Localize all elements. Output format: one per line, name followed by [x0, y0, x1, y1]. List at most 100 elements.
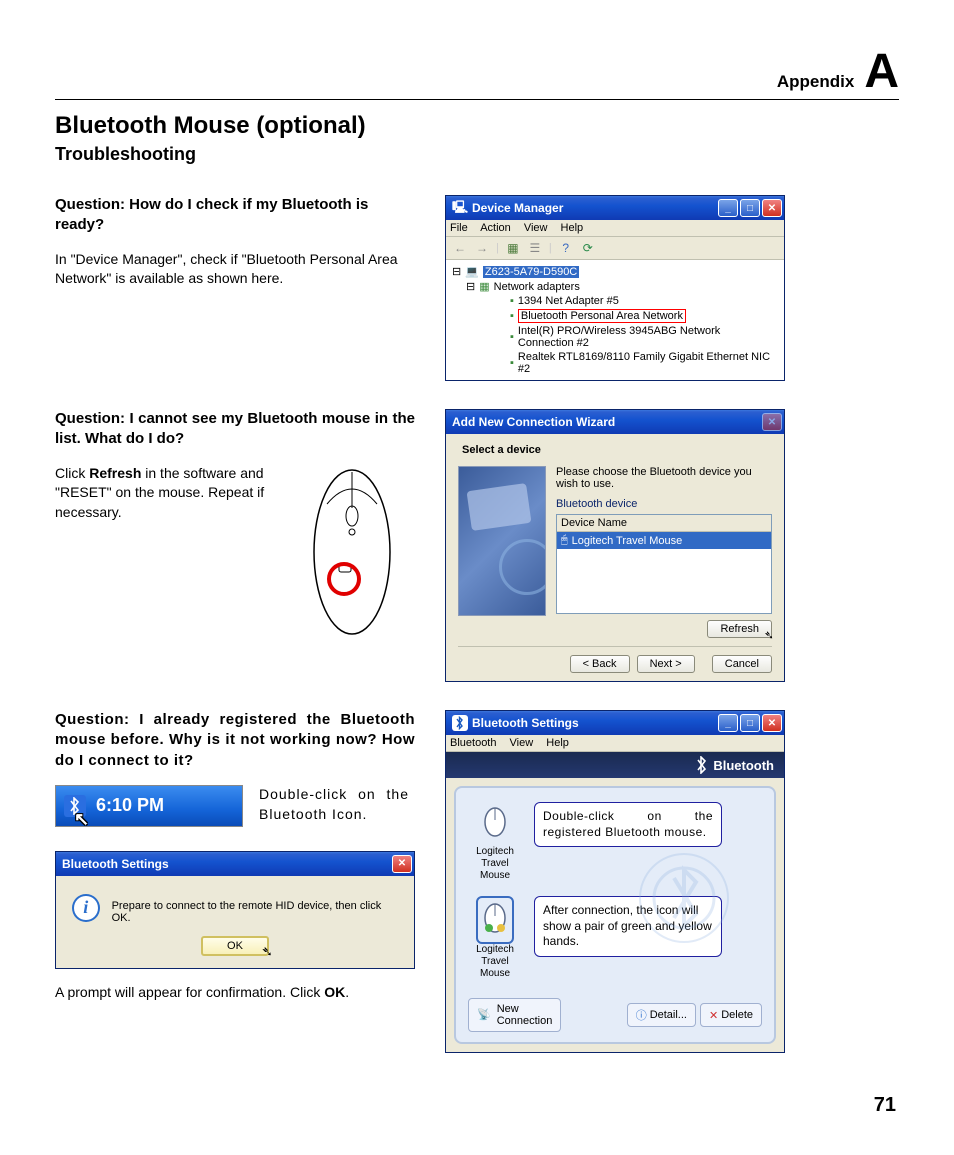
q3-row: Question: I already registered the Bluet… — [55, 710, 899, 1053]
wizard-sidebar-image — [458, 466, 546, 616]
device-manager-window: 🖳 Device Manager _ □ ✕ File Action View … — [445, 195, 785, 381]
q2-pre: Click — [55, 465, 89, 481]
minimize-button[interactable]: _ — [718, 199, 738, 217]
appendix-label: Appendix — [777, 72, 854, 92]
delete-button[interactable]: ✕ Delete — [700, 1003, 762, 1027]
forward-icon[interactable]: → — [474, 240, 490, 256]
q1-row: Question: How do I check if my Bluetooth… — [55, 195, 899, 381]
cursor-icon: ➴ — [764, 628, 774, 642]
menu-bluetooth[interactable]: Bluetooth — [450, 737, 496, 749]
maximize-button[interactable]: □ — [740, 714, 760, 732]
refresh-icon[interactable]: ⟳ — [580, 240, 596, 256]
bt-dialog-message: Prepare to connect to the remote HID dev… — [112, 894, 398, 924]
nic-icon: ▪ — [510, 331, 514, 343]
q2-answer: Click Refresh in the software and "RESET… — [55, 464, 295, 523]
bluetooth-brand-bar: Bluetooth — [446, 752, 784, 778]
mouse-connected-icon — [482, 902, 508, 934]
menu-help[interactable]: Help — [546, 737, 569, 749]
ok-button[interactable]: OK ➴ — [201, 936, 269, 956]
nic-icon: ▪ — [510, 357, 514, 369]
cursor-icon: ➴ — [261, 943, 273, 960]
pc-icon: 💻 — [465, 265, 479, 278]
mouse-diagram — [309, 464, 395, 640]
taskbar-screenshot: 6:10 PM ↖ — [55, 785, 243, 827]
device-list: Device Name 🖱 Logitech Travel Mouse — [556, 514, 772, 614]
connection-wizard-window: Add New Connection Wizard ✕ Select a dev… — [445, 409, 785, 682]
ok-label: OK — [227, 940, 243, 952]
close-button[interactable]: ✕ — [762, 413, 782, 431]
new-connection-label: New Connection — [497, 1003, 553, 1027]
adapter-bluetooth-pan[interactable]: Bluetooth Personal Area Network — [518, 309, 686, 323]
next-button[interactable]: Next > — [637, 655, 695, 673]
bluetooth-watermark-icon — [634, 848, 734, 948]
adapter-intel[interactable]: Intel(R) PRO/Wireless 3945ABG Network Co… — [518, 325, 778, 349]
delete-label: Delete — [721, 1009, 753, 1021]
page-title: Bluetooth Mouse (optional) — [55, 112, 899, 140]
help-icon[interactable]: ? — [558, 240, 574, 256]
info-icon: ⓘ — [636, 1007, 647, 1023]
q2-question: Question: I cannot see my Bluetooth mous… — [55, 409, 415, 450]
detail-button[interactable]: ⓘ Detail... — [627, 1003, 696, 1027]
new-connection-button[interactable]: 📡 New Connection — [468, 998, 561, 1032]
info-icon: i — [72, 894, 100, 922]
device-manager-menu: File Action View Help — [446, 220, 784, 237]
maximize-button[interactable]: □ — [740, 199, 760, 217]
tree-icon[interactable]: ▦ — [505, 240, 521, 256]
mouse-icon — [482, 806, 508, 838]
bluetooth-icon — [452, 715, 468, 731]
q2-row: Question: I cannot see my Bluetooth mous… — [55, 409, 899, 682]
menu-view[interactable]: View — [510, 737, 534, 749]
menu-action[interactable]: Action — [480, 222, 511, 234]
device-tree: ⊟💻Z623-5A79-D590C ⊟▦Network adapters ▪13… — [446, 260, 784, 380]
device-icon-selected[interactable]: Logitech Travel Mouse — [468, 896, 522, 980]
page-number: 71 — [874, 1094, 896, 1117]
detail-label: Detail... — [650, 1009, 687, 1021]
close-button[interactable]: ✕ — [762, 714, 782, 732]
cursor-icon: ↖ — [74, 809, 89, 830]
adapter-1394[interactable]: 1394 Net Adapter #5 — [518, 295, 619, 307]
q3-confirm-text: A prompt will appear for confirmation. C… — [55, 983, 415, 1003]
q1-question: Question: How do I check if my Bluetooth… — [55, 195, 415, 236]
close-button[interactable]: ✕ — [392, 855, 412, 873]
device-list-header: Device Name — [557, 515, 771, 532]
minimize-button[interactable]: _ — [718, 714, 738, 732]
tree-root[interactable]: Z623-5A79-D590C — [483, 266, 579, 278]
device-manager-title: Device Manager — [472, 201, 563, 215]
props-icon[interactable]: ☰ — [527, 240, 543, 256]
device-manager-toolbar: ← → | ▦ ☰ | ? ⟳ — [446, 237, 784, 260]
menu-help[interactable]: Help — [561, 222, 584, 234]
network-adapters-label[interactable]: Network adapters — [494, 281, 580, 293]
device-label: Logitech Travel Mouse — [468, 846, 522, 882]
wizard-title: Add New Connection Wizard — [452, 415, 615, 429]
nic-icon: ▪ — [510, 295, 514, 307]
confirm-bold: OK — [324, 984, 345, 1000]
callout-doubleclick: Double-click on the registered Bluetooth… — [534, 802, 722, 847]
device-list-item[interactable]: 🖱 Logitech Travel Mouse — [557, 532, 771, 549]
appendix-letter: A — [864, 50, 899, 93]
menu-view[interactable]: View — [524, 222, 548, 234]
refresh-button[interactable]: Refresh — [707, 620, 772, 638]
page-subtitle: Troubleshooting — [55, 144, 899, 165]
antenna-icon: 📡 — [477, 1009, 491, 1021]
device-name: Logitech Travel Mouse — [572, 535, 683, 547]
confirm-post: . — [345, 984, 349, 1000]
bluetooth-confirm-dialog: Bluetooth Settings ✕ i Prepare to connec… — [55, 851, 415, 969]
q3-question: Question: I already registered the Bluet… — [55, 710, 415, 771]
wizard-instruction: Please choose the Bluetooth device you w… — [556, 466, 772, 490]
device-icon-unselected[interactable]: Logitech Travel Mouse — [468, 802, 522, 882]
back-button[interactable]: < Back — [570, 655, 630, 673]
cancel-button[interactable]: Cancel — [712, 655, 772, 673]
nic-icon: ▪ — [510, 310, 514, 322]
bluetooth-logo-icon — [695, 756, 709, 774]
back-icon[interactable]: ← — [452, 240, 468, 256]
bluetooth-settings-window: Bluetooth Settings _ □ ✕ Bluetooth View … — [445, 710, 785, 1053]
page-header: Appendix A — [55, 50, 899, 100]
brand-label: Bluetooth — [713, 758, 774, 773]
wizard-heading: Select a device — [458, 444, 772, 456]
adapter-realtek[interactable]: Realtek RTL8169/8110 Family Gigabit Ethe… — [518, 351, 778, 375]
close-button[interactable]: ✕ — [762, 199, 782, 217]
computer-icon: 🖳 — [452, 198, 468, 219]
menu-file[interactable]: File — [450, 222, 468, 234]
bt-settings-title: Bluetooth Settings — [472, 716, 579, 730]
adapters-icon: ▦ — [479, 280, 489, 293]
